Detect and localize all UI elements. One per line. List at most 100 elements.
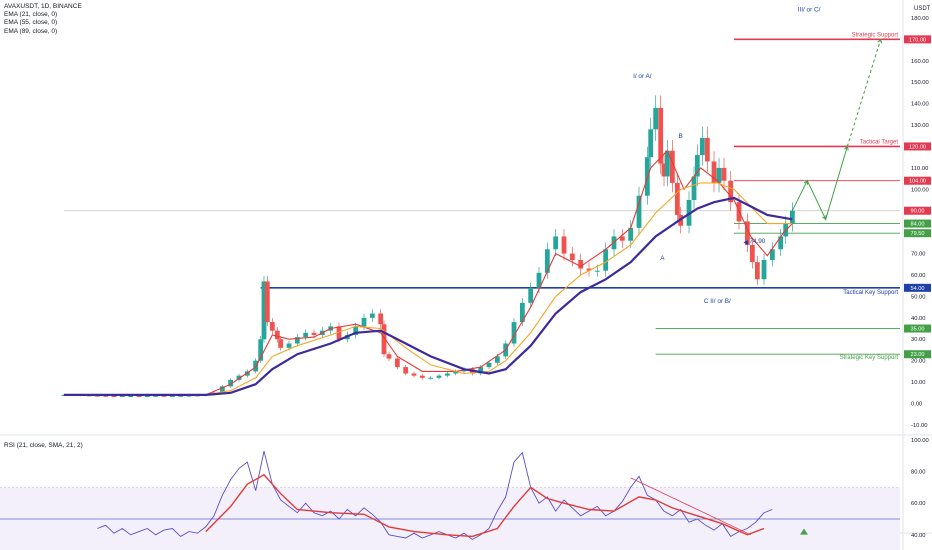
candle-body [586,268,592,271]
candle-body [674,182,680,216]
candle-body [569,253,575,260]
symbol-label[interactable]: AVAXUSDT, 1D, BINANCE [4,3,82,10]
candle-body [648,129,654,158]
candle-body [258,339,264,361]
wave-annotation: C II/ or B/ [704,298,731,305]
candle-body [186,395,192,397]
candle-body [769,249,775,260]
level-badge-label: 23.00 [911,352,925,358]
rsi-ma-line [205,473,765,538]
candle-body [453,371,459,374]
candle-body [494,356,500,363]
projection-arrow-icon [822,215,827,221]
price-tick-label: 110.00 [911,166,928,172]
level-badge-label: 90.00 [911,209,925,215]
price-marker-icon: ◀ [743,240,748,246]
candle-body [561,236,567,254]
rsi-tick-label: 80.00 [911,470,926,476]
candle-body [94,395,100,397]
level-badge-label: 79.50 [911,231,925,237]
candle-body [369,313,375,318]
price-tick-label: 50.00 [911,294,926,300]
candle-body [444,373,450,376]
candle-body [478,367,484,374]
level-badge-label: 54.00 [911,286,925,292]
candle-body [653,107,659,130]
candle-body [691,176,697,201]
candle-body [428,377,434,379]
price-tick-label: 40.00 [911,316,926,322]
candle-body [119,396,125,398]
level-badge [904,142,931,151]
price-tick-label: 140.00 [911,102,929,108]
candle-body [128,396,134,398]
ema-line-21 [64,149,793,396]
projection-arrow-icon [877,38,882,44]
candle-body [236,375,242,380]
rsi-tick-label: 40.00 [911,533,926,539]
ema89-label[interactable]: EMA (89, close, 0) [4,27,58,35]
candle-body [336,326,342,340]
wave-annotation: B [679,133,683,140]
candle-body [136,396,142,398]
candle-body [219,386,225,393]
level-badge [904,350,931,359]
candle-body [386,354,392,359]
candle-body [636,195,642,228]
level-badge [904,324,931,333]
rsi-tick-label: 60.00 [911,501,926,507]
rsi-trendline [630,477,751,536]
price-tick-label: 150.00 [911,80,929,86]
projection-dashed-path [846,39,882,147]
candle-body [778,236,784,250]
currency-label: USDT [914,6,931,12]
candle-body [578,259,584,269]
candle-body [699,137,705,156]
price-tick-label: 180.00 [911,16,929,22]
candle-body [528,287,534,303]
candle-body [353,326,359,335]
level-badge [904,206,931,215]
candle-body [544,249,550,273]
candle-body [711,161,717,183]
candle-body [603,249,609,271]
level-badge-label: 170.00 [909,37,926,43]
level-note: Strategic Support [852,32,899,38]
projection-arrow-icon [803,179,808,185]
ema21-label[interactable]: EMA (21, close, 0) [4,11,58,19]
level-note: Tactical Target [860,139,899,145]
candle-body [394,358,400,368]
candle-body [403,367,409,374]
candle-body [486,362,492,368]
candle-body [661,163,667,177]
projection-arrow-icon [844,145,849,151]
candle-body [303,332,309,338]
candle-body [228,379,234,387]
candle-body [716,167,722,183]
level-badge-label: 120.00 [909,144,926,150]
candle-body [278,339,284,348]
level-badge [904,35,931,44]
candle-body [378,313,384,325]
candle-body [789,210,795,224]
candle-body [704,137,710,162]
level-badge-label: 35.00 [911,327,925,333]
ema55-label[interactable]: EMA (55, close, 0) [4,19,58,27]
candle-body [419,375,425,378]
ema-line-55 [64,182,793,396]
candle-body [669,150,675,183]
candle-body [261,281,267,340]
price-tick-label: 130.00 [911,123,929,129]
price-tick-label: 60.00 [911,273,926,279]
price-tick-label: 100.00 [911,187,929,193]
candle-body [511,322,517,344]
level-note: Tactical Key Support [843,290,898,296]
candle-body [153,395,159,397]
candle-body [111,396,117,398]
candle-body [749,244,755,263]
rsi-legend[interactable]: RSI (21, close, SMA, 21, 2) [4,442,83,449]
candle-body [103,395,109,397]
price-tick-label: -10.00 [911,423,927,429]
price-tick-label: 0.00 [911,402,922,408]
